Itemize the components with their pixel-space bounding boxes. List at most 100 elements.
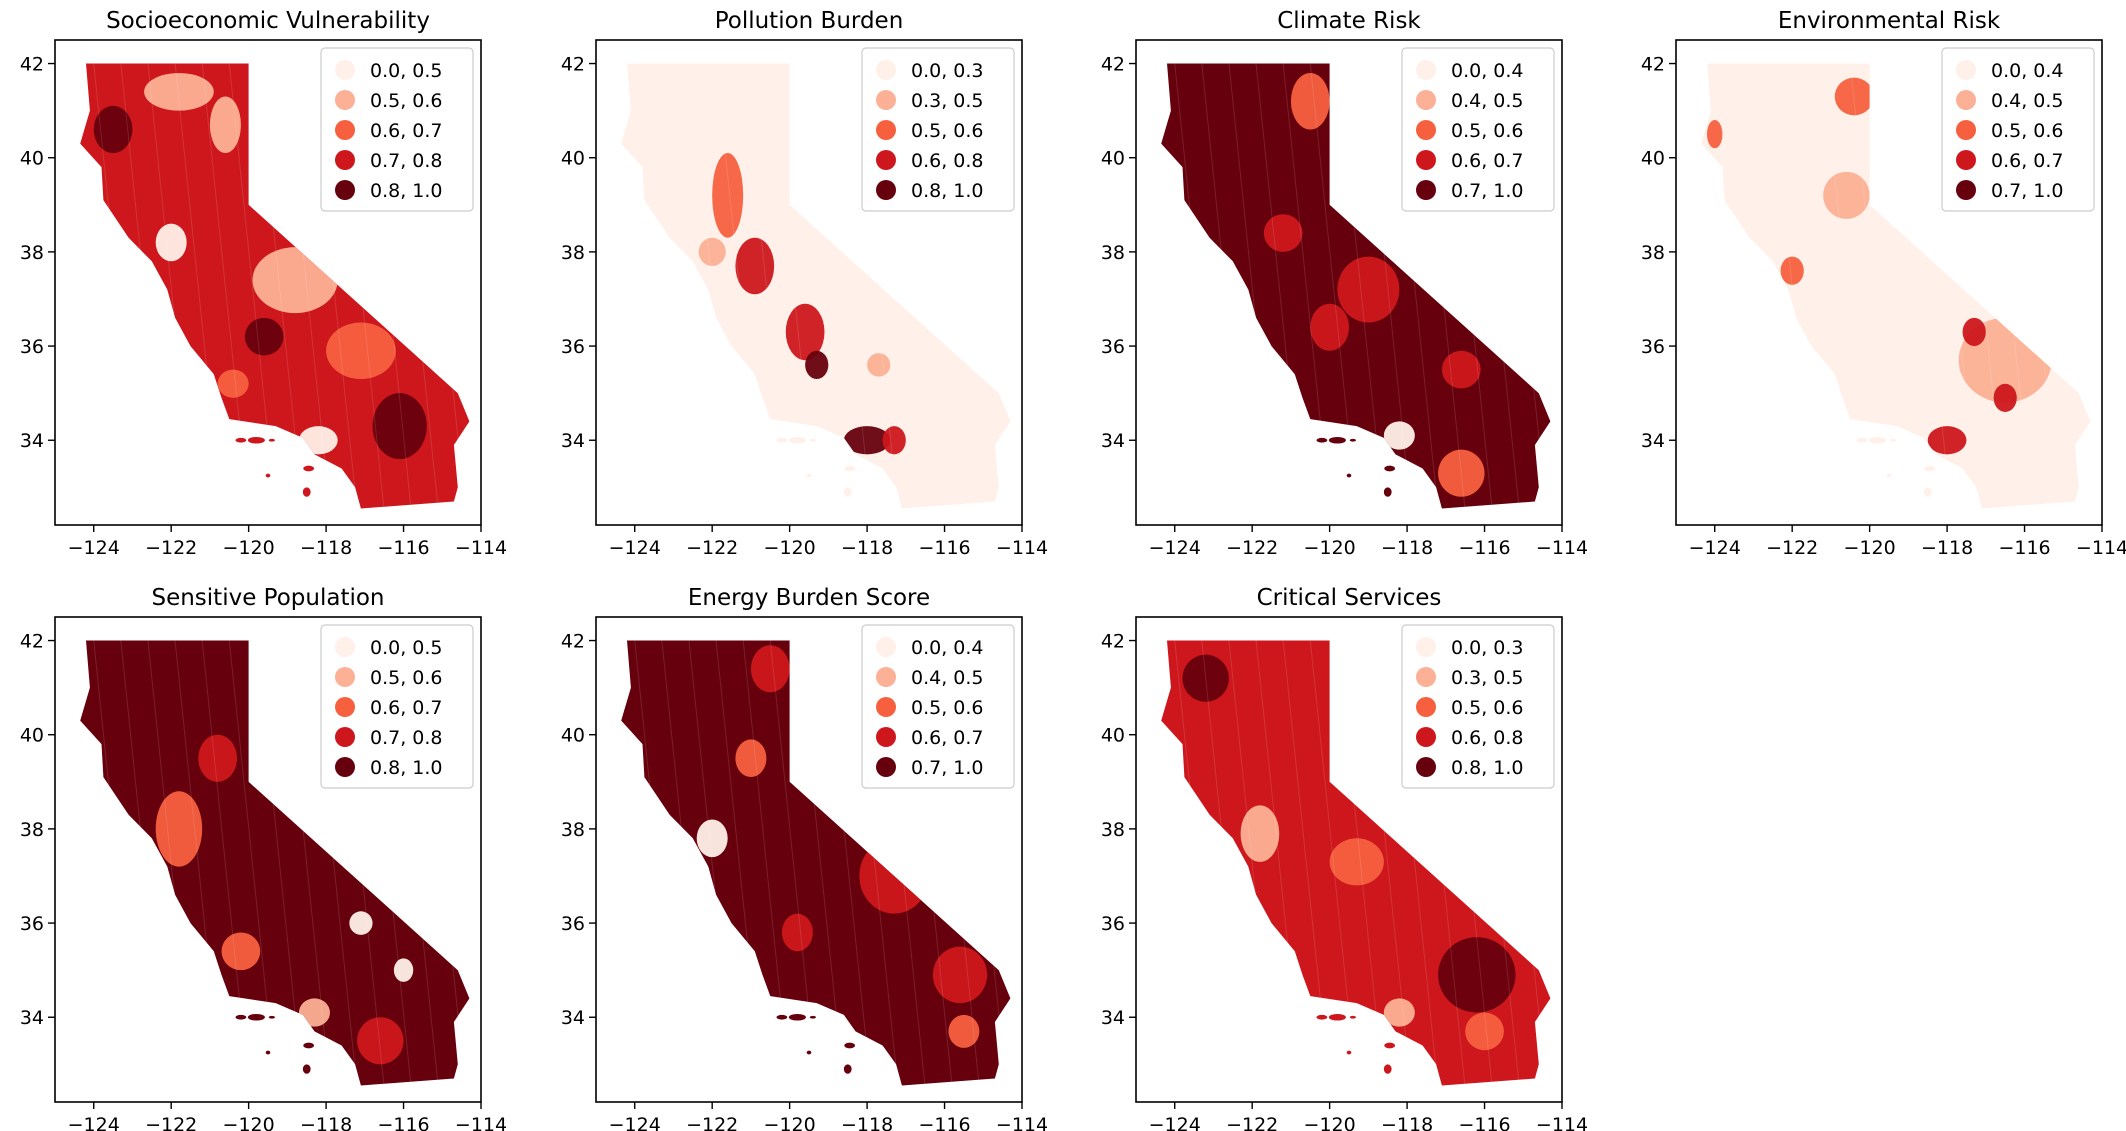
x-tick-label: −118 [841, 537, 893, 559]
y-tick-label: 40 [1101, 148, 1125, 170]
y-tick-label: 42 [20, 54, 44, 76]
island [265, 473, 271, 478]
island [1349, 438, 1356, 442]
x-tick-label: −124 [609, 537, 661, 559]
region-patch [781, 913, 813, 952]
x-tick-label: −114 [1536, 537, 1588, 559]
region-patch [1993, 383, 2017, 412]
island [235, 1014, 247, 1020]
region-patch [93, 105, 133, 154]
region-patch [1383, 421, 1415, 450]
axes-frame [54, 39, 482, 526]
island [809, 438, 816, 442]
island [247, 436, 265, 444]
x-tick-label: −122 [1766, 537, 1818, 559]
region-patch [252, 247, 338, 314]
legend: 0.0, 0.4 0.4, 0.5 0.5, 0.6 0.6, 0.7 0.7, 1.0 [861, 624, 1015, 789]
region-patch [735, 739, 767, 778]
x-tick-label: −114 [455, 1114, 507, 1131]
region-patch [882, 426, 906, 455]
island [843, 1064, 852, 1074]
region-patch [1329, 838, 1384, 886]
map-panel-2: Pollution Burden −124 −122 −120 −118 −116 −114… [561, 8, 1048, 559]
region-patch [298, 998, 330, 1027]
x-tick-label: −120 [1304, 1114, 1356, 1131]
legend: 0.0, 0.4 0.4, 0.5 0.5, 0.6 0.6, 0.7 0.7, 1.0 [1941, 47, 2095, 212]
island [235, 437, 247, 443]
x-tick-label: −120 [1844, 537, 1896, 559]
x-tick-label: −114 [2076, 537, 2126, 559]
legend-swatch [335, 180, 355, 200]
panel-title: Socioeconomic Vulnerability [106, 8, 430, 34]
region-patch [1823, 171, 1870, 219]
y-tick-label: 34 [1641, 430, 1665, 452]
y-tick-label: 42 [20, 631, 44, 653]
region-patch [1383, 998, 1415, 1027]
x-tick-label: −124 [68, 537, 120, 559]
legend-swatch [335, 667, 355, 687]
legend-label: 0.4, 0.5 [1991, 90, 2064, 112]
legend-label: 0.5, 0.6 [911, 120, 984, 142]
legend: 0.0, 0.5 0.5, 0.6 0.6, 0.7 0.7, 0.8 0.8, 1.0 [320, 47, 474, 212]
legend: 0.0, 0.3 0.3, 0.5 0.5, 0.6 0.6, 0.8 0.8, 1.0 [1401, 624, 1555, 789]
legend-box [1401, 47, 1555, 212]
legend-label: 0.7, 0.8 [370, 150, 443, 172]
island [268, 438, 275, 442]
island [806, 473, 812, 478]
island [1349, 1015, 1356, 1019]
legend-swatch [335, 727, 355, 747]
legend-box [320, 624, 474, 789]
island [302, 1064, 311, 1074]
legend-swatch [876, 667, 896, 687]
y-tick-label: 38 [561, 242, 585, 264]
region-patch [1337, 256, 1400, 323]
panel-title: Climate Risk [1277, 8, 1421, 34]
region-patch [393, 958, 414, 982]
axes-frame [595, 39, 1023, 526]
legend-swatch [1416, 667, 1436, 687]
region-patch [1441, 350, 1481, 389]
legend-swatch [335, 90, 355, 110]
x-tick-label: −124 [1149, 1114, 1201, 1131]
legend-label: 0.8, 1.0 [911, 180, 984, 202]
x-tick-label: −118 [1921, 537, 1973, 559]
region-patch [1465, 1012, 1504, 1051]
legend-swatch [335, 60, 355, 80]
legend-label: 0.6, 0.7 [911, 727, 984, 749]
x-tick-label: −114 [996, 537, 1048, 559]
legend-label: 0.0, 0.4 [1991, 60, 2064, 82]
legend-swatch [1416, 727, 1436, 747]
island [268, 1015, 275, 1019]
region-patch [785, 303, 825, 361]
x-tick-label: −114 [455, 537, 507, 559]
legend-label: 0.0, 0.5 [370, 60, 443, 82]
island [1346, 1050, 1352, 1055]
island [302, 487, 311, 497]
legend-swatch [1956, 90, 1976, 110]
y-tick-label: 40 [561, 148, 585, 170]
region-patch [372, 393, 427, 460]
y-tick-label: 40 [1101, 725, 1125, 747]
legend-label: 0.4, 0.5 [911, 667, 984, 689]
island [1868, 436, 1886, 444]
x-tick-label: −118 [300, 537, 352, 559]
y-tick-label: 40 [1641, 148, 1665, 170]
legend: 0.0, 0.5 0.5, 0.6 0.6, 0.7 0.7, 0.8 0.8, 1.0 [320, 624, 474, 789]
legend-label: 0.3, 0.5 [1451, 667, 1524, 689]
x-tick-label: −122 [686, 1114, 738, 1131]
legend-label: 0.6, 0.7 [370, 120, 443, 142]
legend-label: 0.0, 0.4 [1451, 60, 1524, 82]
island [788, 436, 806, 444]
legend-label: 0.0, 0.4 [911, 637, 984, 659]
region-patch [1706, 120, 1723, 149]
region-patch [859, 838, 930, 914]
legend-box [861, 624, 1015, 789]
legend-swatch [1956, 150, 1976, 170]
island [788, 1013, 806, 1021]
y-tick-label: 38 [1641, 242, 1665, 264]
region-patch [144, 72, 214, 111]
x-tick-label: −116 [918, 1114, 970, 1131]
y-tick-label: 36 [1101, 336, 1125, 358]
region-patch [867, 353, 891, 377]
region-patch [349, 911, 373, 935]
